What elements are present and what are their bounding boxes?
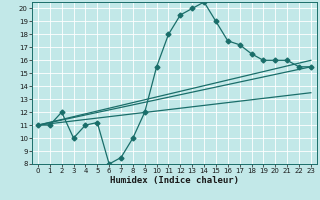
X-axis label: Humidex (Indice chaleur): Humidex (Indice chaleur) <box>110 176 239 185</box>
